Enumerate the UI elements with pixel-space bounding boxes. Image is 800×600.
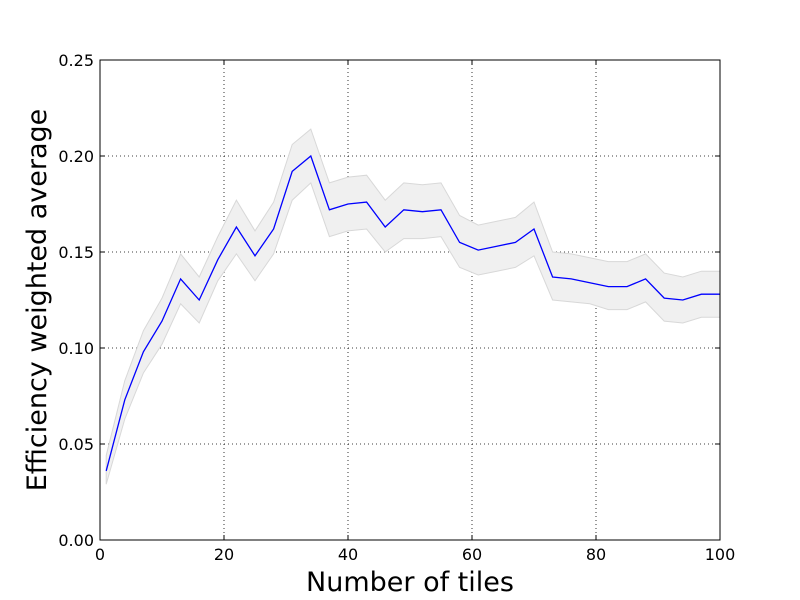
y-tick-label: 0.00: [58, 531, 94, 550]
y-tick-label: 0.10: [58, 339, 94, 358]
y-tick-label: 0.15: [58, 243, 94, 262]
ticks: 0 20 40 60 80 100 0.00 0.05 0.10 0.15 0.20 0.25: [58, 51, 735, 564]
x-axis-title: Number of tiles: [306, 567, 514, 598]
x-tick-label: 100: [705, 545, 736, 564]
gridlines: [100, 60, 720, 540]
axes-frame: [99, 59, 721, 541]
confidence-band: [105, 128, 721, 485]
y-axis-title: Efficiency weighted average: [22, 109, 53, 492]
plot-area: [105, 128, 721, 485]
x-tick-label: 40: [338, 545, 358, 564]
x-tick-label: 80: [586, 545, 606, 564]
x-tick-label: 20: [214, 545, 234, 564]
x-tick-label: 0: [95, 545, 105, 564]
y-tick-label: 0.20: [58, 147, 94, 166]
x-tick-label: 60: [462, 545, 482, 564]
series-line: [105, 154, 720, 472]
y-tick-label: 0.05: [58, 435, 94, 454]
y-tick-label: 0.25: [58, 51, 94, 70]
